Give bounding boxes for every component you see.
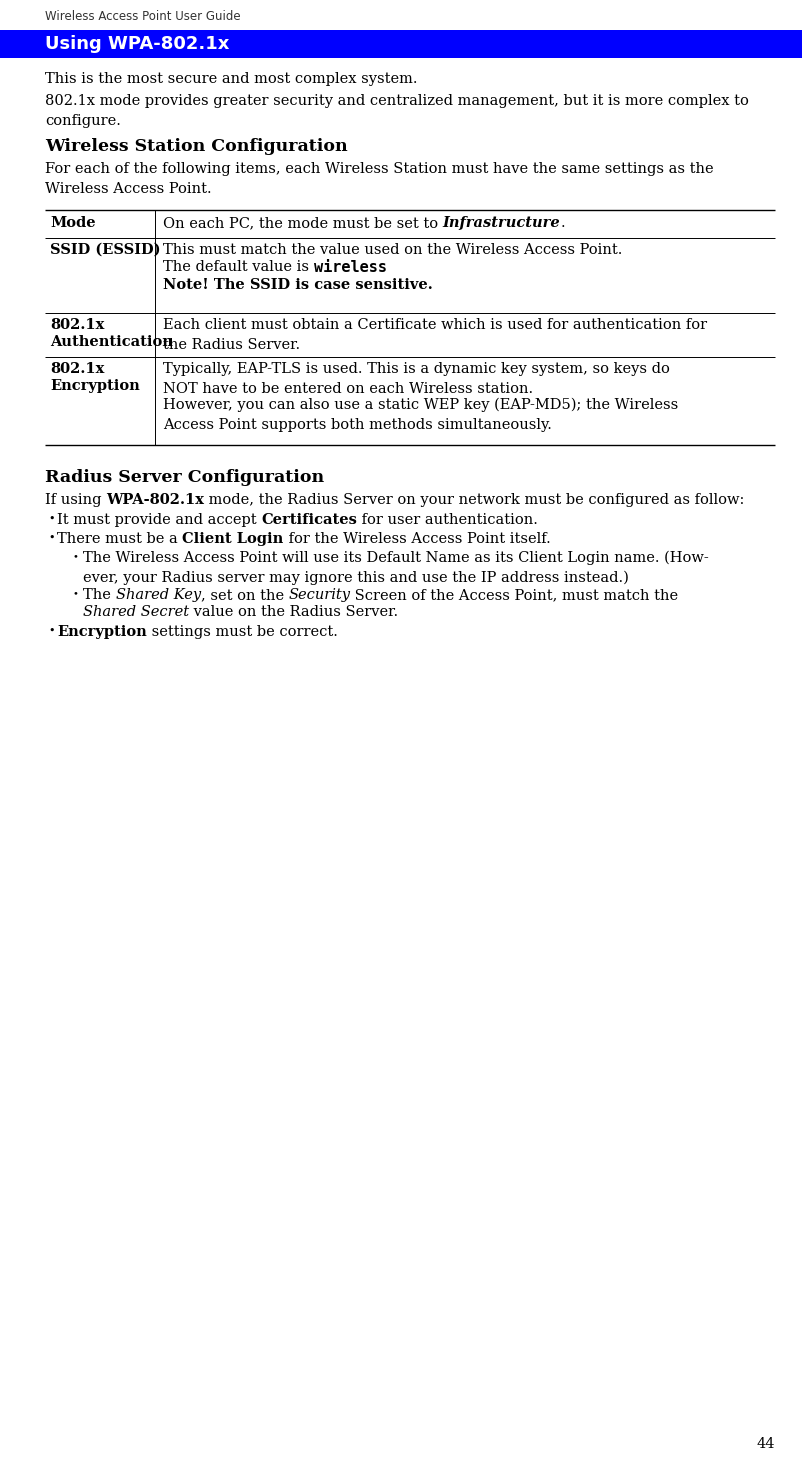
Text: There must be a: There must be a — [57, 532, 182, 546]
Text: WPA-802.1x: WPA-802.1x — [106, 494, 204, 507]
Text: Mode: Mode — [50, 216, 95, 231]
Text: SSID (ESSID): SSID (ESSID) — [50, 242, 160, 257]
Text: .: . — [560, 216, 565, 231]
Text: for the Wireless Access Point itself.: for the Wireless Access Point itself. — [283, 532, 549, 546]
Text: wireless: wireless — [314, 260, 386, 275]
Text: Client Login: Client Login — [182, 532, 283, 546]
Text: Wireless Access Point User Guide: Wireless Access Point User Guide — [45, 10, 241, 24]
Text: value on the Radius Server.: value on the Radius Server. — [189, 605, 398, 618]
Text: On each PC, the mode must be set to: On each PC, the mode must be set to — [163, 216, 442, 231]
Text: Wireless Station Configuration: Wireless Station Configuration — [45, 138, 347, 156]
Text: settings must be correct.: settings must be correct. — [147, 624, 337, 639]
Bar — [0, 29, 802, 57]
Text: Typically, EAP-TLS is used. This is a dynamic key system, so keys do
NOT have to: Typically, EAP-TLS is used. This is a dy… — [163, 361, 669, 395]
Text: The: The — [83, 588, 115, 602]
Text: •: • — [48, 533, 55, 544]
Text: Using WPA-802.1x: Using WPA-802.1x — [45, 35, 229, 53]
Text: Shared Key: Shared Key — [115, 588, 200, 602]
Text: Radius Server Configuration: Radius Server Configuration — [45, 469, 324, 486]
Text: , set on the: , set on the — [200, 588, 288, 602]
Text: 802.1x
Encryption: 802.1x Encryption — [50, 361, 140, 394]
Text: Shared Secret: Shared Secret — [83, 605, 189, 618]
Text: •: • — [48, 626, 55, 636]
Text: •: • — [73, 552, 79, 561]
Text: Screen of the Access Point, must match the: Screen of the Access Point, must match t… — [350, 588, 678, 602]
Text: mode, the Radius Server on your network must be configured as follow:: mode, the Radius Server on your network … — [204, 494, 743, 507]
Text: This must match the value used on the Wireless Access Point.: This must match the value used on the Wi… — [163, 242, 622, 257]
Text: •: • — [73, 589, 79, 598]
Text: Infrastructure: Infrastructure — [442, 216, 560, 231]
Text: Each client must obtain a Certificate which is used for authentication for
the R: Each client must obtain a Certificate wh… — [163, 317, 707, 351]
Text: Note! The SSID is case sensitive.: Note! The SSID is case sensitive. — [163, 278, 432, 292]
Text: The Wireless Access Point will use its Default Name as its Client Login name. (H: The Wireless Access Point will use its D… — [83, 551, 708, 585]
Text: This is the most secure and most complex system.: This is the most secure and most complex… — [45, 72, 417, 87]
Text: Encryption: Encryption — [57, 624, 147, 639]
Text: 44: 44 — [755, 1437, 774, 1451]
Text: The default value is: The default value is — [163, 260, 314, 275]
Text: 802.1x mode provides greater security and centralized management, but it is more: 802.1x mode provides greater security an… — [45, 94, 748, 128]
Text: If using: If using — [45, 494, 106, 507]
Text: 802.1x
Authentication: 802.1x Authentication — [50, 317, 172, 350]
Text: It must provide and accept: It must provide and accept — [57, 513, 261, 527]
Text: For each of the following items, each Wireless Station must have the same settin: For each of the following items, each Wi… — [45, 162, 713, 195]
Text: for user authentication.: for user authentication. — [357, 513, 537, 527]
Text: •: • — [48, 514, 55, 524]
Text: However, you can also use a static WEP key (EAP-MD5); the Wireless
Access Point : However, you can also use a static WEP k… — [163, 398, 678, 432]
Text: Certificates: Certificates — [261, 513, 357, 527]
Text: Security: Security — [288, 588, 350, 602]
